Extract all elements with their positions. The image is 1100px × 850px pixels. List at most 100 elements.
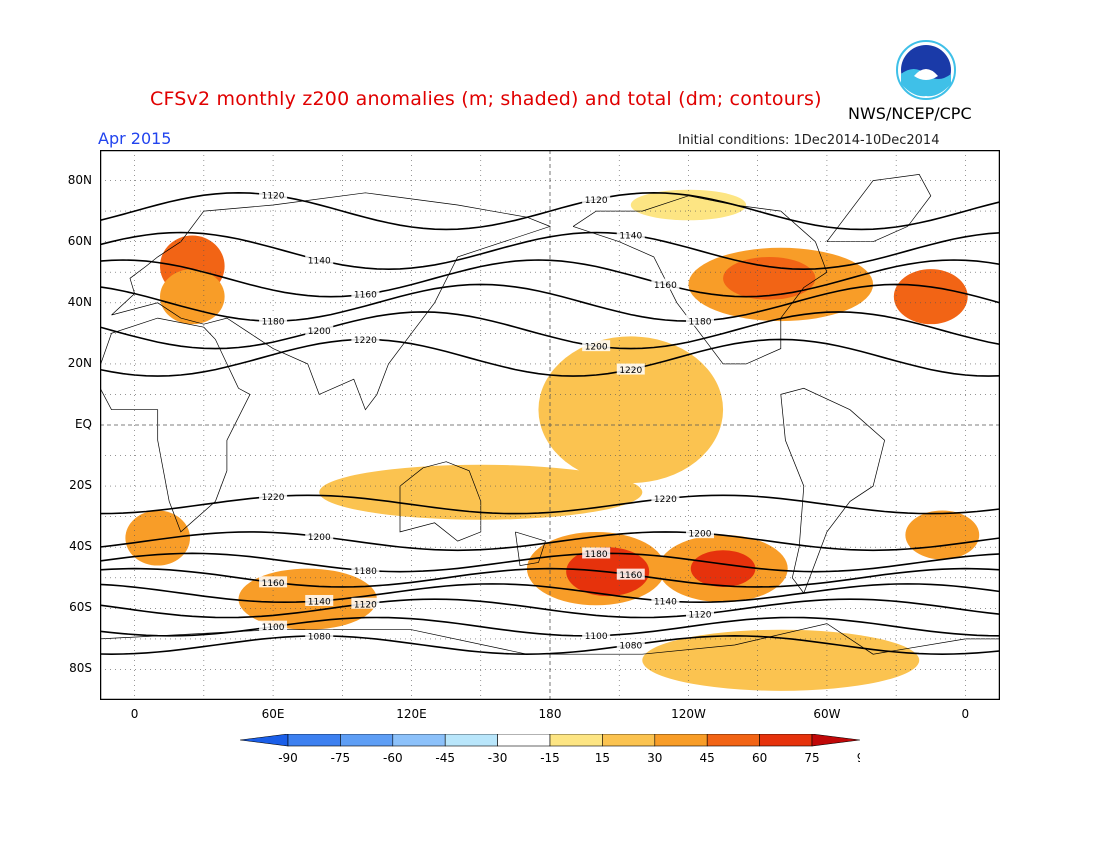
colorbar-segment — [340, 734, 394, 747]
contour-label-bg — [616, 639, 645, 650]
contour-label: 1180 — [689, 317, 712, 327]
contour-line-1120 — [100, 191, 1000, 231]
colorbar-segment — [654, 734, 708, 747]
contour-label: 1160 — [354, 291, 377, 301]
contour-label-bg — [582, 340, 611, 352]
contour-label-bg — [259, 490, 288, 502]
contour-label-bg — [582, 629, 611, 641]
colorbar-tick-label: 45 — [700, 751, 715, 765]
contour-label: 1180 — [585, 550, 608, 560]
anomaly-region-15 — [261, 211, 377, 254]
lat-tick-label: 80N — [67, 172, 92, 187]
contour-label-bg — [305, 629, 334, 641]
contour-label-bg — [351, 333, 380, 345]
contour-label: 1200 — [308, 533, 331, 543]
colorbar-segment — [549, 734, 603, 747]
lat-tick-label: 20S — [69, 478, 92, 493]
contour-label: 1200 — [308, 327, 331, 337]
colorbar-segment — [602, 734, 656, 747]
colorbar-tick-label: 30 — [647, 751, 662, 765]
height-contours: 1120 1120 1140 1140 1160 1160 1180 1180 1200 1200… — [100, 189, 1000, 656]
contour-label-bg — [305, 594, 334, 606]
colorbar-segment — [497, 734, 551, 747]
lat-tick-label: 20N — [67, 355, 92, 370]
lon-tick-label: 120W — [671, 707, 706, 721]
contour-label: 1140 — [619, 231, 642, 241]
contour-label: 1080 — [308, 632, 331, 642]
contour-label: 1200 — [689, 530, 712, 540]
anomaly-region-4 — [723, 256, 816, 300]
lat-tick-label: 40S — [69, 539, 92, 554]
anomaly-region-1 — [160, 269, 225, 325]
colorbar-tick-label: -60 — [383, 751, 403, 765]
contour-label-bg — [686, 608, 714, 620]
contour-line-1080 — [100, 634, 1000, 656]
coastline-7 — [515, 531, 546, 567]
contour-label-bg — [351, 288, 380, 300]
lon-tick-label: 60W — [813, 707, 841, 721]
contour-line-1120 — [100, 598, 1000, 619]
contour-label-bg — [616, 568, 645, 580]
anomaly-map: 1120 1120 1140 1140 1160 1160 1180 1180 1200 1200… — [100, 150, 1000, 700]
contour-label-bg — [651, 492, 680, 504]
chart-title: CFSv2 monthly z200 anomalies (m; shaded)… — [150, 88, 822, 110]
contour-line-1160 — [100, 567, 1000, 588]
lon-tick-label: 0 — [130, 707, 139, 721]
forecast-period: Apr 2015 — [98, 129, 172, 148]
contour-label-bg — [351, 597, 380, 609]
anomaly-region-8 — [905, 510, 980, 560]
anomaly-region-14 — [642, 629, 920, 691]
contour-label: 1200 — [585, 343, 608, 353]
lon-tick-label: 60E — [261, 707, 285, 721]
colorbar-tick-label: -15 — [540, 751, 560, 765]
contour-label: 1160 — [654, 281, 677, 291]
lat-tick-label: 60N — [67, 233, 92, 248]
contour-line-1200 — [100, 311, 1000, 350]
contour-label: 1120 — [689, 611, 712, 621]
lon-tick-label: 0 — [961, 707, 970, 721]
contour-line-1180 — [100, 552, 1000, 573]
colorbar-tick-label: 15 — [595, 751, 610, 765]
anomaly-region-7 — [125, 510, 190, 566]
coastline-6 — [100, 623, 1000, 655]
coastline-5 — [826, 174, 932, 243]
contour-label: 1100 — [262, 623, 285, 633]
noaa-logo — [896, 40, 956, 100]
contour-label: 1120 — [262, 192, 285, 202]
contour-label: 1140 — [654, 597, 677, 607]
contour-label: 1220 — [654, 495, 677, 505]
contour-line-1220 — [100, 494, 1000, 515]
contour-label: 1220 — [354, 336, 377, 346]
contour-label-bg — [305, 254, 334, 265]
lat-tick-label: 80S — [69, 661, 92, 676]
colorbar: -90 -75 -60 -45 -30 -15 15 30 45 60 75 90 — [240, 734, 860, 765]
contour-line-1160 — [100, 259, 1000, 298]
contour-line-1220 — [100, 338, 1000, 377]
contour-label: 1140 — [308, 597, 331, 607]
colorbar-tick-label: 90 — [857, 751, 860, 765]
contour-label: 1180 — [262, 318, 285, 328]
anomaly-region-5 — [538, 336, 724, 484]
colorbar-tick-label: -30 — [488, 751, 508, 765]
coastline-0 — [111, 192, 552, 411]
colorbar-segment — [759, 734, 813, 747]
colorbar-segment — [287, 734, 341, 747]
contour-label-bg — [305, 530, 334, 542]
contour-label-bg — [686, 314, 714, 326]
lon-tick-label: 180 — [538, 707, 562, 721]
colorbar-tick-label: -90 — [278, 751, 298, 765]
anomaly-region-2 — [893, 269, 968, 325]
contour-label-bg — [351, 564, 380, 576]
contour-label: 1080 — [619, 642, 642, 652]
contour-line-1140 — [100, 231, 1000, 271]
lat-tick-label: 40N — [67, 294, 92, 309]
contour-label: 1140 — [308, 257, 331, 267]
contour-line-1200 — [100, 531, 1000, 552]
anomaly-region-12 — [690, 550, 756, 587]
colorbar-segment — [444, 734, 498, 747]
contour-label-bg — [305, 324, 334, 336]
contour-label-bg — [582, 547, 611, 559]
lon-tick-label: 120E — [396, 707, 427, 721]
colorbar-tick-label: 60 — [752, 751, 767, 765]
contour-label-bg — [651, 594, 680, 606]
